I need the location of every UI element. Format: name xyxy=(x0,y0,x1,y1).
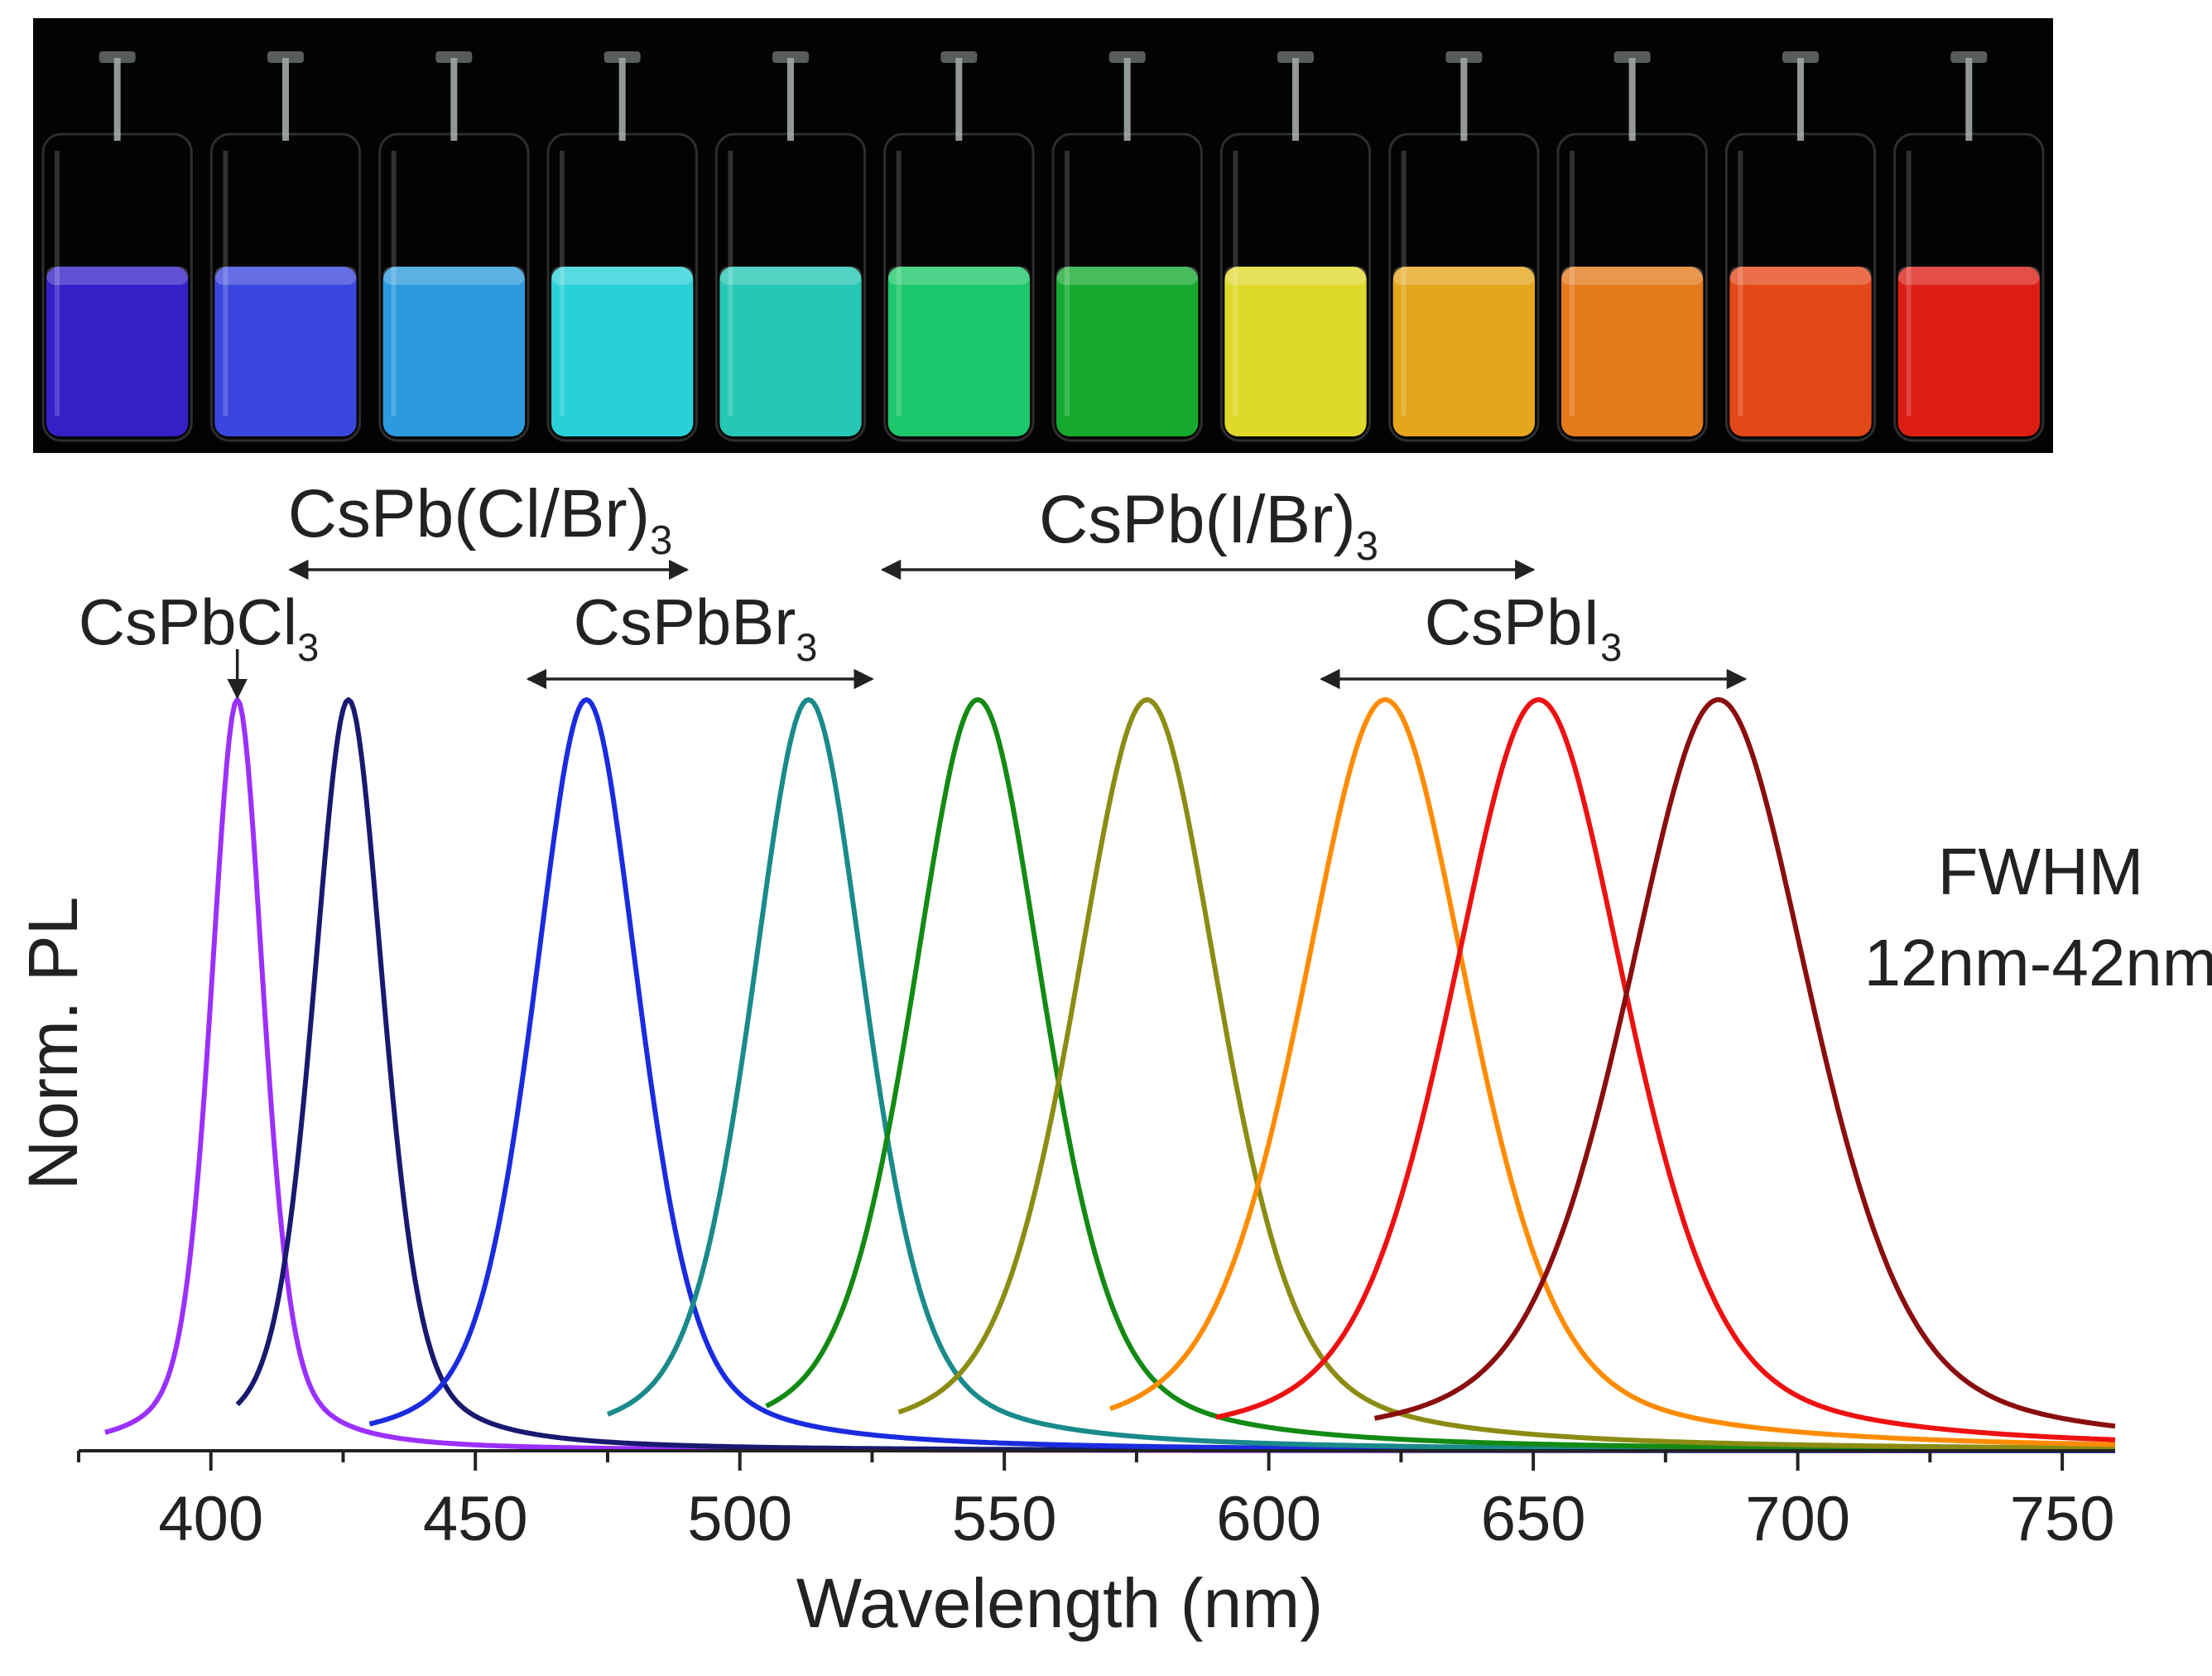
vial xyxy=(1893,51,2045,442)
pl-curve-3 xyxy=(368,697,2115,1453)
pl-curves xyxy=(104,697,2116,1453)
vial xyxy=(1219,51,1372,442)
pl-curve-5 xyxy=(765,697,2115,1452)
x-tick-label: 600 xyxy=(1216,1484,1321,1554)
pl-curve-8 xyxy=(1215,697,2116,1442)
label-cspbi3: CsPbI3 xyxy=(1425,585,1623,669)
vial xyxy=(1051,51,1203,442)
pl-curve-7 xyxy=(1108,697,2115,1447)
fwhm-note-line1: FWHM xyxy=(1938,835,2144,908)
x-tick-label: 500 xyxy=(687,1484,792,1554)
vial xyxy=(1556,51,1708,442)
vial xyxy=(1388,51,1540,442)
pl-curve-4 xyxy=(606,697,2115,1452)
pl-curve-2 xyxy=(235,697,2115,1453)
x-tick-label: 450 xyxy=(423,1484,528,1554)
label-cspbcl3: CsPbCl3 xyxy=(79,585,320,669)
x-tick-label: 700 xyxy=(1745,1484,1850,1554)
pl-curve-9 xyxy=(1373,697,2116,1429)
vial xyxy=(883,51,1035,442)
x-axis: 400 450 500 550 600 650 700 750 xyxy=(77,1449,2115,1554)
y-axis-label: Norm. PL xyxy=(14,897,92,1191)
x-tick-label: 650 xyxy=(1481,1484,1586,1554)
pl-curve-6 xyxy=(897,697,2115,1451)
pl-curve-1 xyxy=(104,697,2115,1453)
vials-group xyxy=(41,51,2045,442)
x-tick-label: 550 xyxy=(952,1484,1057,1554)
fwhm-note-line2: 12nm-42nm xyxy=(1864,926,2212,999)
vial xyxy=(546,51,698,442)
x-tick-label: 750 xyxy=(2010,1484,2115,1554)
vial xyxy=(1724,51,1877,442)
label-cspbbr3: CsPbBr3 xyxy=(574,585,818,669)
x-axis-label: Wavelength (nm) xyxy=(796,1564,1323,1642)
vial xyxy=(41,51,193,442)
vial xyxy=(209,51,362,442)
vials-photo xyxy=(33,18,2053,453)
annotations: CsPb(Cl/Br)3 CsPb(I/Br)3 CsPbCl3 CsPbBr3 CsP… xyxy=(79,476,1748,700)
vial xyxy=(378,51,530,442)
x-tick-label: 400 xyxy=(158,1484,263,1554)
vial xyxy=(714,51,867,442)
label-cspb-i-br: CsPb(I/Br)3 xyxy=(1039,482,1378,569)
label-cspb-cl-br: CsPb(Cl/Br)3 xyxy=(288,476,673,563)
